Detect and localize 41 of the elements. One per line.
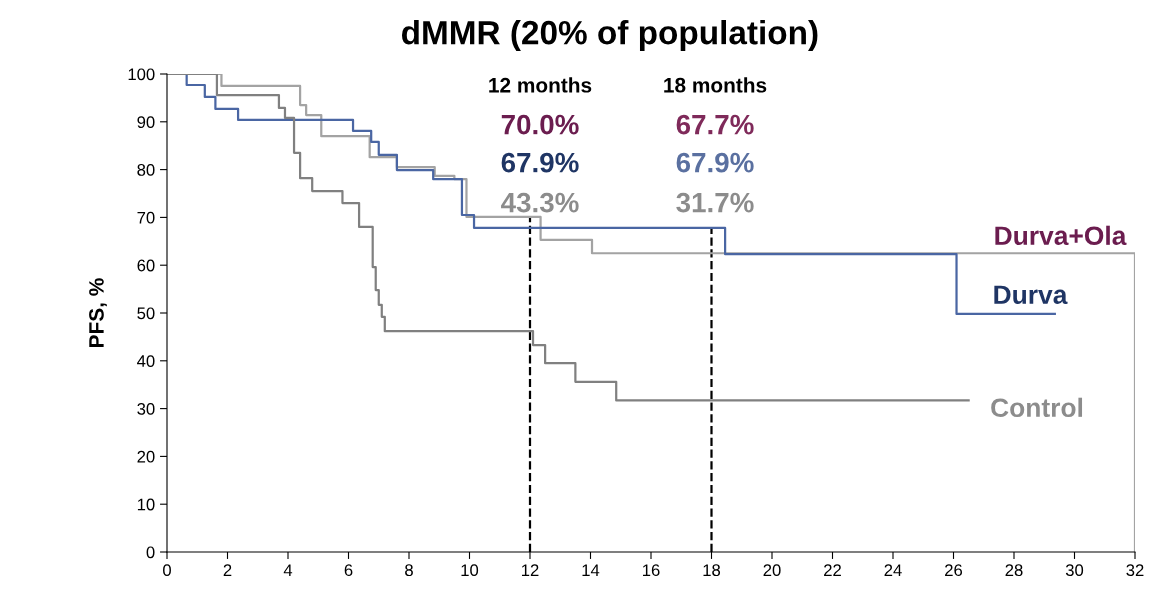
y-tick-label: 10 [137, 498, 155, 511]
series-label: Durva [994, 285, 1068, 305]
y-tick-label: 40 [137, 355, 155, 367]
x-tick-label: 24 [884, 564, 902, 576]
y-tick-label: 90 [137, 116, 155, 128]
series-label: Durva+Ola [995, 225, 1127, 246]
x-tick-label: 14 [582, 564, 600, 576]
y-tick-label: 60 [137, 259, 155, 272]
y-tick-label: 80 [137, 164, 155, 176]
annotation: 12 months [489, 77, 592, 93]
x-tick-label: 32 [1126, 564, 1144, 577]
y-tick-label: 20 [137, 450, 155, 463]
annotation: 18 months [664, 77, 767, 93]
x-tick-label: 6 [344, 564, 353, 577]
x-tick-label: 22 [824, 564, 841, 576]
annotation: 67.7% [676, 114, 754, 135]
x-tick-label: 2 [223, 564, 232, 576]
annotation: 31.7% [676, 192, 754, 213]
x-tick-label: 30 [1065, 564, 1084, 577]
x-tick-label: 4 [283, 564, 293, 576]
x-tick-label: 8 [405, 564, 413, 577]
x-tick-label: 12 [522, 564, 539, 576]
y-tick-label: 30 [137, 403, 155, 415]
y-tick-label: 50 [137, 307, 155, 320]
annotation: 43.3% [501, 192, 579, 213]
y-tick-label: 70 [137, 211, 155, 224]
x-tick-label: 16 [643, 564, 660, 577]
x-tick-label: 0 [163, 564, 171, 577]
annotation: 70.0% [501, 114, 579, 135]
x-tick-label: 18 [703, 564, 721, 577]
x-tick-label: 26 [945, 564, 963, 577]
x-tick-label: 10 [461, 564, 479, 577]
x-tick-label: 28 [1005, 564, 1023, 577]
annotation: 67.9% [676, 152, 754, 173]
annotation: 67.9% [501, 152, 579, 173]
series-label: Control [991, 397, 1083, 418]
chart-title: dMMR (20% of population) [402, 19, 818, 52]
y-axis-title: PFS, % [89, 278, 107, 347]
y-tick-label: 100 [128, 68, 155, 81]
y-tick-label: 0 [146, 546, 155, 559]
x-tick-label: 20 [763, 564, 781, 577]
